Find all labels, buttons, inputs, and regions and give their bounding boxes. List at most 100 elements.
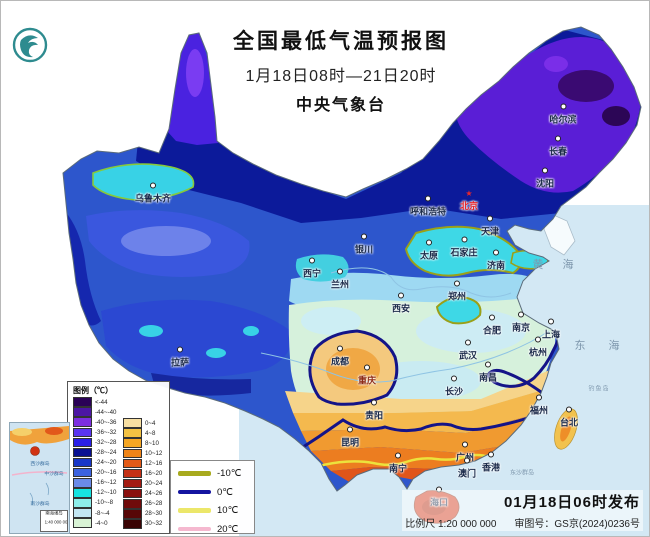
legend-entry: -20~-16: [73, 467, 118, 478]
legend-swatch: [123, 519, 142, 529]
legend-entry: 16~20: [123, 468, 163, 479]
legend-entry: 24~26: [123, 488, 163, 499]
legend-swatch: [123, 458, 142, 469]
legend-entry: -8~-4: [73, 508, 118, 518]
legend-range-label: 24~26: [145, 490, 163, 498]
legend-range-label: -24~-20: [95, 459, 117, 466]
legend-entry: 26~28: [123, 499, 163, 509]
legend-swatch: [73, 427, 92, 438]
legend-swatch: [73, 417, 92, 427]
legend-swatch: [73, 407, 92, 417]
legend-range-label: 4~8: [145, 429, 156, 437]
legend-range-label: -20~-16: [95, 469, 117, 477]
isotherm-line-swatch: [178, 471, 211, 476]
legend-range-label: 0~4: [145, 419, 156, 427]
china-outline: [62, 26, 642, 492]
scale-and-approval: 比例尺 1:20 000 000 审图号：GS京(2024)0236号: [405, 515, 640, 530]
publish-time: 01月18日06时发布: [503, 494, 640, 511]
isotherm-legend: -10℃ 0℃ 10℃ 20℃: [170, 460, 255, 535]
south-china-sea-inset: 南海诸岛 1:40 000 000 西沙群岛 中沙群岛 南沙群岛: [9, 422, 70, 534]
isotherm-entry: 0℃: [178, 487, 248, 498]
legend-swatch: [123, 448, 142, 459]
inset-scale-box: 南海诸岛 1:40 000 000: [40, 510, 68, 532]
legend-entry: <-44: [73, 397, 118, 407]
inset-archipelago-label: 中沙群岛: [44, 471, 64, 477]
legend-entry: -24~-20: [73, 457, 118, 468]
isotherm-entry: 20℃: [178, 524, 248, 535]
inset-scale: 1:40 000 000: [44, 520, 68, 526]
isotherm-label: 0℃: [217, 486, 233, 498]
legend-entry: 28~30: [123, 509, 163, 519]
legend-swatch: [73, 518, 92, 528]
legend-swatch: [123, 499, 142, 509]
legend-range-label: -16~-12: [95, 479, 117, 487]
legend-swatch: [123, 438, 142, 448]
korea-outline: [543, 212, 576, 256]
legend-entry: -10~-8: [73, 498, 118, 508]
legend-range-label: -28~-24: [95, 449, 117, 456]
legend-range-label: 16~20: [145, 470, 163, 477]
legend-entry: -16~-12: [73, 478, 118, 488]
legend-entry: 30~32: [123, 519, 163, 529]
legend-range-label: <-44: [95, 398, 108, 406]
legend-range-label: 10~12: [145, 450, 163, 457]
inset-title: 南海诸岛: [45, 511, 63, 517]
legend-swatch: [73, 478, 92, 488]
legend-range-label: 28~30: [145, 510, 163, 518]
legend-entry: -4~0: [73, 518, 118, 528]
legend-range-label: -32~-28: [95, 439, 117, 446]
legend-swatch: [73, 397, 92, 407]
taiwan-island: [554, 408, 578, 450]
isotherm-line-swatch: [178, 526, 211, 532]
legend-col-left: <-44 -44~-40 -40~-36 -36~-32 -32~-28 -28~-24 -…: [73, 397, 118, 528]
isotherm-line-swatch: [178, 508, 211, 513]
legend-panel: 图例（℃） <-44 -44~-40 -40~-36 -36~-32 -32~-28 -2…: [67, 381, 170, 534]
legend-entry: 0~4: [123, 418, 163, 428]
inset-map: [10, 426, 69, 506]
map-footer: 01月18日06时发布 比例尺 1:20 000 000 审图号：GS京(2024…: [402, 490, 643, 531]
isotherm-entry: 10℃: [178, 505, 248, 516]
legend-range-label: 20~24: [145, 480, 163, 487]
isotherm-label: 20℃: [217, 523, 239, 535]
legend-range-label: -8~-4: [95, 509, 110, 517]
map-scale: 比例尺 1:20 000 000: [405, 519, 497, 530]
legend-entry: 20~24: [123, 478, 163, 489]
isotherm-label: 10℃: [217, 505, 239, 516]
legend-swatch: [123, 478, 142, 489]
legend-range-label: 30~32: [145, 520, 163, 528]
legend-entry: -28~-24: [73, 447, 118, 458]
legend-swatch: [123, 509, 142, 519]
legend-entry: -32~-28: [73, 437, 118, 448]
legend-entry: 12~16: [123, 458, 163, 469]
approval-number: 审图号：GS京(2024)0236号: [514, 519, 640, 530]
legend-swatch: [73, 437, 92, 448]
cma-logo-icon: [12, 27, 48, 63]
isotherm-line-swatch: [178, 489, 211, 495]
legend-swatch: [73, 498, 92, 508]
legend-swatch: [73, 508, 92, 518]
legend-entry: -12~-10: [73, 488, 118, 498]
legend-range-label: 26~28: [145, 500, 163, 508]
legend-swatch: [123, 488, 142, 499]
legend-range-label: 12~16: [145, 460, 163, 467]
legend-entry: 8~10: [123, 438, 163, 448]
legend-range-label: -36~-32: [95, 429, 117, 436]
isotherm-entry: -10℃: [178, 468, 248, 479]
legend-swatch: [123, 418, 142, 428]
legend-entry: 4~8: [123, 428, 163, 438]
legend-swatch: [123, 428, 142, 438]
legend-swatch: [73, 467, 92, 478]
legend-entry: 10~12: [123, 448, 163, 459]
legend-range-label: -40~-36: [95, 418, 117, 426]
legend-range-label: -44~-40: [95, 408, 117, 416]
legend-entry: -40~-36: [73, 417, 118, 427]
legend-range-label: -10~-8: [95, 499, 114, 507]
legend-range-label: -4~0: [95, 519, 108, 527]
legend-entry: -44~-40: [73, 407, 118, 417]
legend-range-label: -12~-10: [95, 489, 117, 497]
legend-swatch: [123, 468, 142, 479]
inset-archipelago-label: 西沙群岛: [30, 461, 50, 467]
legend-range-label: 8~10: [145, 439, 159, 447]
